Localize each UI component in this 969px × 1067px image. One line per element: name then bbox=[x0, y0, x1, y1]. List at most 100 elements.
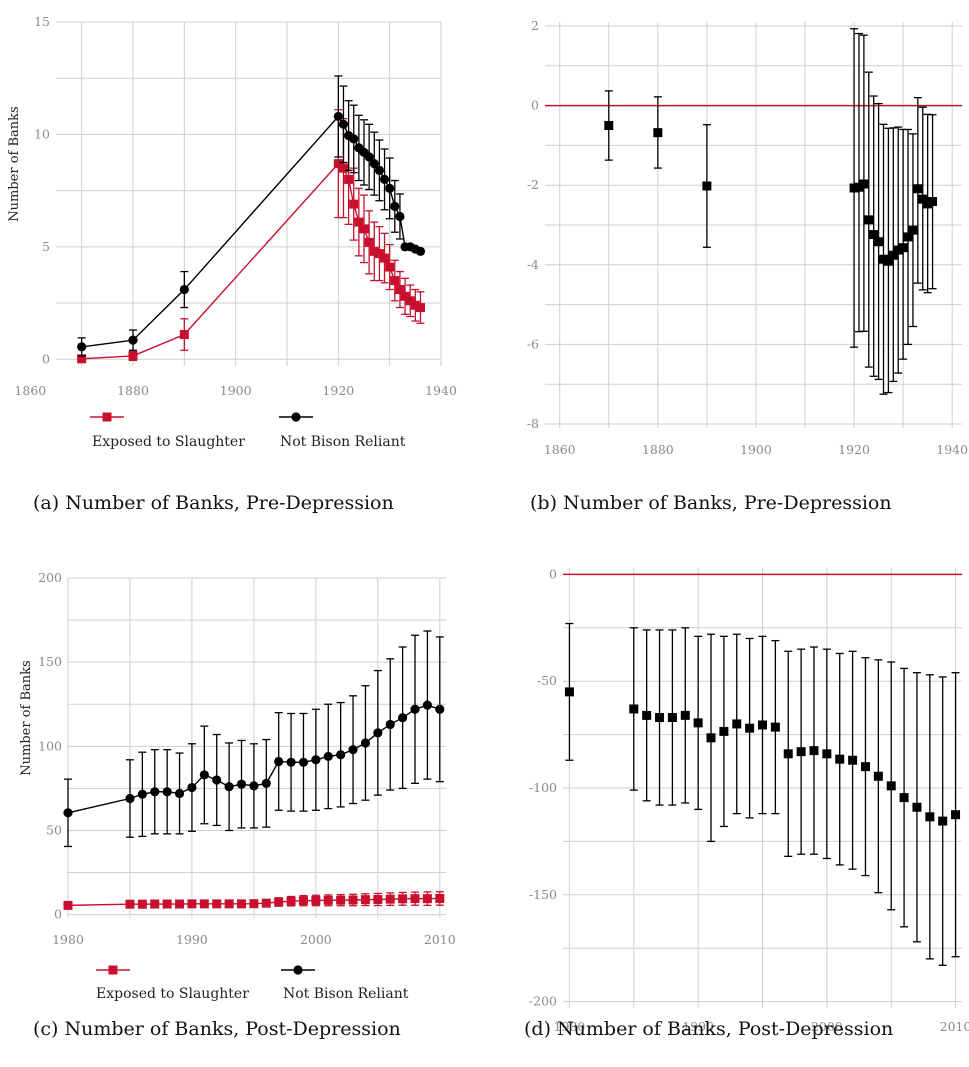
data-point-circle bbox=[435, 704, 445, 714]
data-point-square bbox=[333, 159, 343, 169]
data-point-circle bbox=[286, 757, 296, 767]
data-point-circle bbox=[348, 745, 358, 755]
y-tick-label: -6 bbox=[527, 336, 539, 351]
data-point-square bbox=[63, 900, 73, 910]
data-point-square bbox=[604, 120, 614, 130]
data-point-square bbox=[702, 181, 712, 191]
data-point-circle bbox=[422, 700, 433, 710]
data-point-square bbox=[912, 802, 922, 812]
data-point-square bbox=[385, 894, 395, 904]
data-point-square bbox=[125, 899, 135, 909]
data-point-square bbox=[629, 704, 639, 714]
data-point-circle bbox=[249, 781, 259, 791]
data-point-square bbox=[360, 895, 370, 905]
legend-key-circle bbox=[293, 965, 303, 975]
data-point-square bbox=[655, 713, 665, 723]
data-point-square bbox=[175, 899, 185, 909]
x-tick-label: 1860 bbox=[14, 383, 46, 398]
data-point-circle bbox=[390, 201, 400, 211]
data-point-square bbox=[224, 899, 234, 909]
y-tick-label: -2 bbox=[527, 177, 539, 192]
x-tick-label: 1990 bbox=[682, 1019, 714, 1034]
x-tick-label: 1880 bbox=[642, 442, 674, 457]
data-point-square bbox=[758, 720, 767, 730]
data-point-circle bbox=[410, 704, 420, 714]
data-point-circle bbox=[398, 713, 408, 723]
data-point-square bbox=[859, 179, 869, 189]
data-point-circle bbox=[333, 111, 343, 122]
data-point-square bbox=[913, 184, 923, 194]
data-point-square bbox=[398, 894, 408, 904]
data-point-circle bbox=[349, 134, 359, 144]
data-point-square bbox=[653, 128, 663, 138]
data-point-square bbox=[435, 893, 445, 903]
data-point-circle bbox=[311, 755, 321, 765]
data-point-square bbox=[359, 224, 369, 234]
y-tick-label: 50 bbox=[46, 822, 62, 837]
x-tick-label: 1880 bbox=[117, 383, 149, 398]
legend-key-square bbox=[108, 965, 118, 975]
data-point-square bbox=[873, 771, 883, 781]
data-point-square bbox=[938, 816, 948, 826]
data-point-circle bbox=[63, 808, 73, 818]
data-point-square bbox=[286, 896, 296, 906]
caption-c: (c) Number of Banks, Post-Depression bbox=[33, 1018, 401, 1040]
data-point-square bbox=[344, 174, 354, 184]
data-point-circle bbox=[373, 728, 383, 738]
caption-b: (b) Number of Banks, Pre-Depression bbox=[530, 492, 892, 514]
data-point-square bbox=[373, 894, 383, 904]
data-point-square bbox=[422, 894, 432, 904]
data-point-circle bbox=[336, 750, 346, 760]
data-point-circle bbox=[369, 159, 379, 169]
data-point-circle bbox=[261, 778, 271, 788]
x-tick-label: 2010 bbox=[424, 932, 456, 947]
legend-label: Exposed to Slaughter bbox=[96, 986, 249, 1002]
data-point-square bbox=[137, 899, 147, 909]
data-point-square bbox=[883, 256, 893, 266]
data-point-square bbox=[719, 726, 729, 736]
data-point-square bbox=[405, 296, 415, 306]
data-point-circle bbox=[379, 174, 390, 184]
y-tick-label: 0 bbox=[42, 351, 50, 366]
data-point-square bbox=[918, 194, 928, 204]
data-point-square bbox=[410, 894, 420, 904]
data-point-circle bbox=[162, 787, 172, 797]
data-point-square bbox=[410, 300, 420, 310]
data-point-square bbox=[249, 899, 259, 909]
y-tick-label: 100 bbox=[38, 738, 62, 753]
data-point-circle bbox=[415, 246, 426, 256]
data-point-square bbox=[898, 243, 908, 253]
data-point-square bbox=[854, 182, 864, 192]
chart-b: 1860 1880 1900 1920 1940 -8 -6 -4 -2 0 2 bbox=[527, 18, 968, 457]
y-tick-label: -50 bbox=[537, 673, 557, 688]
data-point-circle bbox=[125, 793, 135, 804]
x-tick-label: 2000 bbox=[300, 932, 332, 947]
data-point-square bbox=[899, 793, 909, 803]
y-tick-label: 10 bbox=[34, 126, 50, 141]
data-point-square bbox=[380, 253, 390, 263]
data-point-square bbox=[298, 896, 308, 906]
data-point-circle bbox=[364, 152, 374, 162]
data-point-circle bbox=[236, 779, 247, 789]
y-tick-label: 0 bbox=[549, 566, 557, 581]
data-point-square bbox=[150, 899, 160, 909]
data-point-square bbox=[928, 197, 938, 207]
caption-a: (a) Number of Banks, Pre-Depression bbox=[33, 492, 394, 514]
data-point-square bbox=[364, 237, 374, 247]
data-point-square bbox=[888, 250, 898, 260]
x-tick-label: 1900 bbox=[220, 383, 252, 398]
y-tick-label: -4 bbox=[527, 257, 539, 272]
data-point-square bbox=[369, 246, 379, 256]
chart-d: 1980 1990 2000 2010 -200 -150 -100 -50 0 bbox=[529, 566, 969, 1034]
x-tick-label: 1940 bbox=[425, 383, 457, 398]
data-point-square bbox=[128, 351, 138, 361]
chart-c: 1980 1990 2000 2010 0 50 100 150 200 Number of Ba… bbox=[19, 570, 456, 1002]
data-point-circle bbox=[179, 284, 189, 295]
data-point-square bbox=[187, 899, 197, 909]
data-point-square bbox=[951, 810, 961, 820]
data-point-square bbox=[879, 254, 889, 264]
data-point-square bbox=[706, 733, 716, 743]
data-point-square bbox=[311, 895, 321, 905]
y-tick-label: 5 bbox=[42, 239, 50, 254]
data-point-circle bbox=[77, 342, 87, 352]
